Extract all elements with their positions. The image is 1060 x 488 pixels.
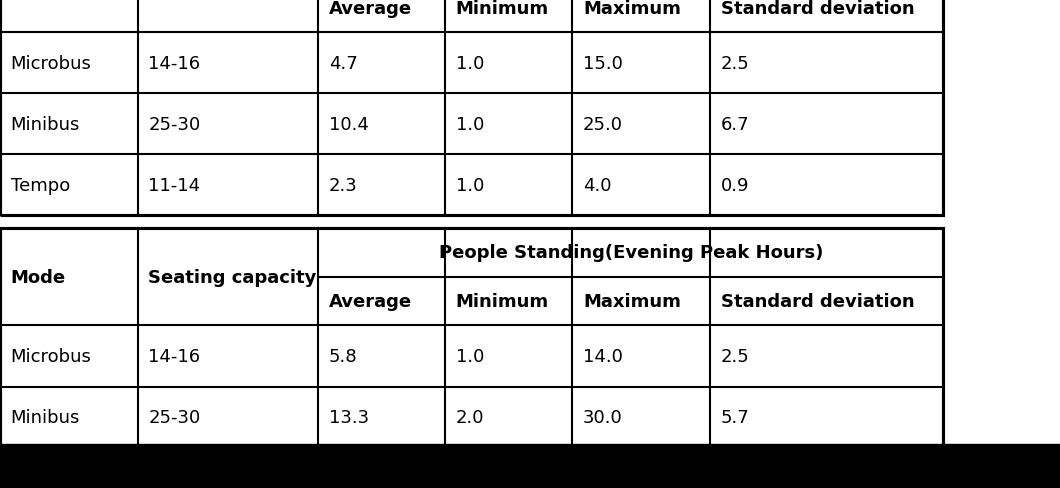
- Text: 14.0: 14.0: [583, 347, 623, 365]
- Text: 25-30: 25-30: [148, 116, 200, 133]
- Text: Tempo: Tempo: [11, 469, 70, 487]
- Text: 5.7: 5.7: [721, 408, 749, 426]
- Text: Standard deviation: Standard deviation: [721, 0, 915, 18]
- Text: 1.4: 1.4: [721, 469, 749, 487]
- Text: 5.0: 5.0: [583, 469, 612, 487]
- Text: Standard deviation: Standard deviation: [721, 292, 915, 310]
- Text: 3.0: 3.0: [329, 469, 357, 487]
- Text: Maximum: Maximum: [583, 292, 681, 310]
- Text: Average: Average: [329, 292, 411, 310]
- Bar: [0, 0, 943, 216]
- Text: 2.3: 2.3: [329, 177, 357, 194]
- Text: 4.7: 4.7: [329, 55, 357, 72]
- Text: Seating capacity: Seating capacity: [148, 268, 317, 286]
- Text: 4.0: 4.0: [583, 177, 612, 194]
- Text: 2.5: 2.5: [721, 55, 749, 72]
- Text: Mode: Mode: [11, 268, 66, 286]
- Text: Average: Average: [329, 0, 411, 18]
- Text: Minibus: Minibus: [11, 408, 80, 426]
- Text: 0.9: 0.9: [721, 177, 749, 194]
- Text: 1.0: 1.0: [456, 347, 484, 365]
- Text: 13.3: 13.3: [329, 408, 369, 426]
- Text: 10.4: 10.4: [329, 116, 369, 133]
- Text: Minimum: Minimum: [456, 292, 549, 310]
- Text: 2.5: 2.5: [721, 347, 749, 365]
- Text: Microbus: Microbus: [11, 55, 91, 72]
- Text: Minibus: Minibus: [11, 116, 80, 133]
- Text: 1.0: 1.0: [456, 116, 484, 133]
- Text: 2.0: 2.0: [456, 408, 484, 426]
- Text: Minimum: Minimum: [456, 0, 549, 18]
- Text: 14-16: 14-16: [148, 55, 200, 72]
- Text: 11-14: 11-14: [148, 177, 200, 194]
- Text: Maximum: Maximum: [583, 0, 681, 18]
- Text: 30.0: 30.0: [583, 408, 623, 426]
- Text: 25-30: 25-30: [148, 408, 200, 426]
- Text: Microbus: Microbus: [11, 347, 91, 365]
- Text: 6.7: 6.7: [721, 116, 749, 133]
- Text: People Standing(Evening Peak Hours): People Standing(Evening Peak Hours): [439, 244, 823, 262]
- Text: 25.0: 25.0: [583, 116, 623, 133]
- Text: 1.0: 1.0: [456, 469, 484, 487]
- Text: Tempo: Tempo: [11, 177, 70, 194]
- Bar: [0, 444, 1060, 488]
- Text: 11-14: 11-14: [148, 469, 200, 487]
- Text: 15.0: 15.0: [583, 55, 623, 72]
- Text: 1.0: 1.0: [456, 55, 484, 72]
- Text: 14-16: 14-16: [148, 347, 200, 365]
- Text: 1.0: 1.0: [456, 177, 484, 194]
- Bar: [0, 228, 943, 488]
- Text: 5.8: 5.8: [329, 347, 357, 365]
